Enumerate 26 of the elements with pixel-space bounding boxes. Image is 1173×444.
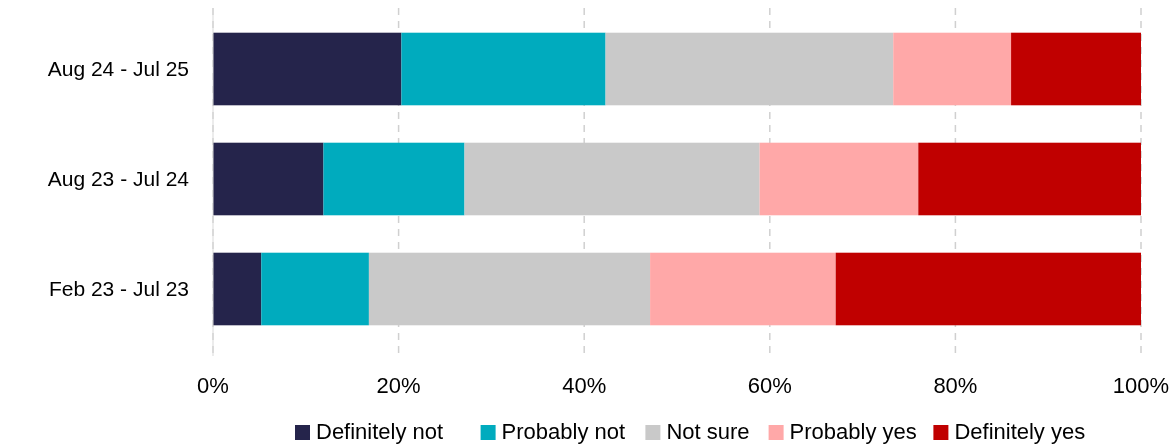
x-tick-label: 60%: [747, 373, 792, 398]
bar: [835, 252, 1141, 326]
legend-label: Definitely not: [316, 419, 444, 444]
legend-label: Probably yes: [789, 419, 917, 444]
bar: [261, 252, 369, 326]
bar: [650, 252, 836, 326]
x-tick-label: 40%: [562, 373, 607, 398]
legend-label: Probably not: [501, 419, 626, 444]
legend-label: Not sure: [666, 419, 750, 444]
bar: [759, 142, 919, 216]
x-tick-label: 0%: [197, 373, 229, 398]
bar: [213, 252, 262, 326]
y-tick-label: Feb 23 - Jul 23: [48, 277, 189, 301]
bar: [401, 32, 606, 106]
x-tick-label: 80%: [933, 373, 978, 398]
bar: [323, 142, 465, 216]
bar: [893, 32, 1012, 106]
bar: [918, 142, 1141, 216]
legend-label: Definitely yes: [954, 419, 1086, 444]
x-tick-label: 100%: [1112, 373, 1170, 398]
bar: [213, 32, 402, 106]
bar: [213, 142, 324, 216]
y-tick-label: Aug 23 - Jul 24: [47, 167, 190, 191]
x-tick-label: 20%: [376, 373, 421, 398]
y-tick-label: Aug 24 - Jul 25: [47, 57, 189, 81]
bar: [1011, 32, 1141, 106]
